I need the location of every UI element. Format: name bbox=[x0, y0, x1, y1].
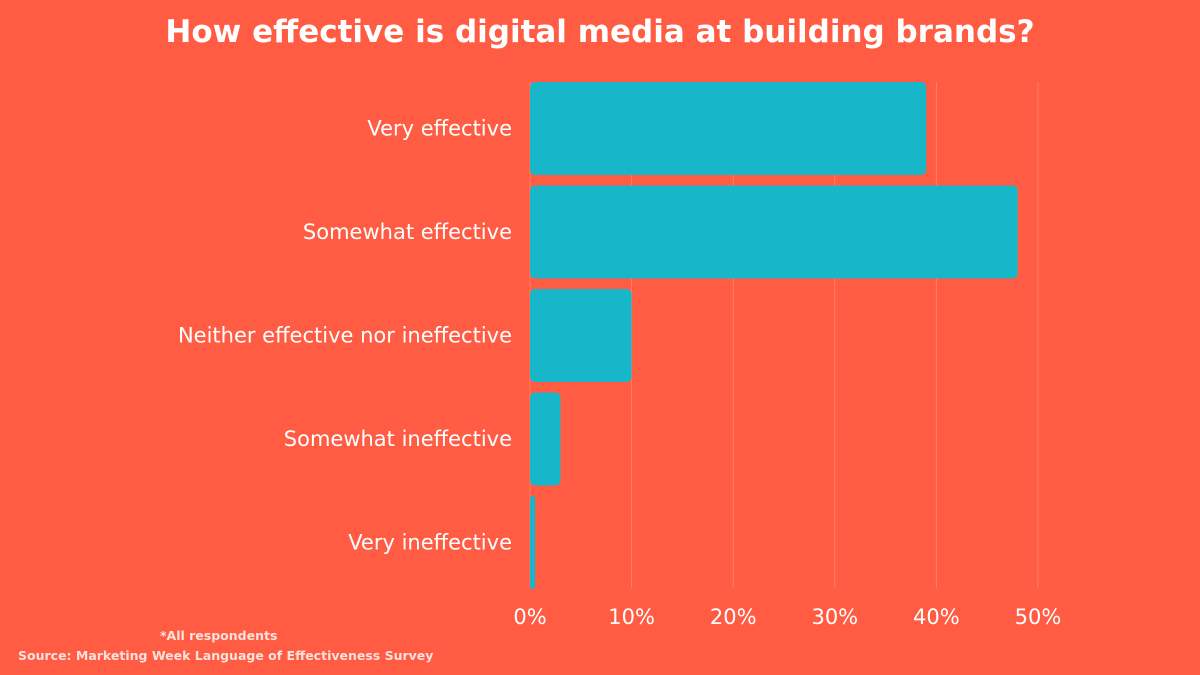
bar bbox=[530, 82, 927, 175]
category-label: Somewhat effective bbox=[303, 220, 512, 244]
x-tick-label: 0% bbox=[513, 605, 546, 629]
bar bbox=[530, 392, 561, 486]
source-note: Source: Marketing Week Language of Effec… bbox=[18, 648, 434, 663]
bar bbox=[530, 185, 1018, 279]
x-tick-label: 40% bbox=[913, 605, 960, 629]
bar bbox=[530, 289, 632, 382]
x-tick-label: 20% bbox=[710, 605, 757, 629]
x-tick-label: 10% bbox=[608, 605, 655, 629]
category-label: Very ineffective bbox=[348, 531, 512, 555]
x-tick-label: 30% bbox=[811, 605, 858, 629]
x-tick-label: 50% bbox=[1015, 605, 1062, 629]
chart-title: How effective is digital media at buildi… bbox=[165, 14, 1035, 50]
category-label: Neither effective nor ineffective bbox=[178, 324, 512, 348]
footnote: *All respondents bbox=[160, 628, 278, 643]
bar bbox=[530, 496, 536, 589]
category-label: Very effective bbox=[367, 117, 512, 141]
category-label: Somewhat ineffective bbox=[284, 427, 512, 451]
